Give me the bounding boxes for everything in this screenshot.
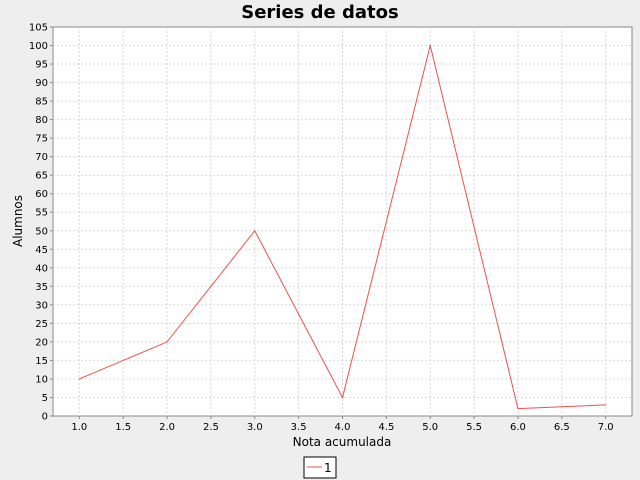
plot-area <box>52 26 633 417</box>
data-point <box>78 378 80 380</box>
data-point <box>517 407 519 410</box>
y-tick-label: 0 <box>42 412 48 423</box>
series-layer <box>78 44 607 410</box>
y-axis-label: Alumnos <box>11 195 25 247</box>
data-point <box>166 341 168 343</box>
legend: 1 <box>303 456 337 479</box>
y-tick-label: 60 <box>35 189 48 200</box>
x-tick-label: 3.5 <box>291 422 307 433</box>
data-point <box>341 396 344 399</box>
y-axis-ticks: 0 5 10 15 20 25 30 35 40 45 50 55 60 65 70 75 80 85 90 95 10… <box>29 23 53 423</box>
y-tick-label: 35 <box>35 282 48 293</box>
y-tick-label: 55 <box>35 208 48 219</box>
x-tick-label: 4.0 <box>335 422 351 433</box>
x-tick-label: 1.0 <box>71 422 87 433</box>
x-tick-label: 3.0 <box>247 422 263 433</box>
y-tick-label: 75 <box>35 134 48 145</box>
x-tick-label: 4.5 <box>378 422 394 433</box>
legend-label-series-1: 1 <box>324 461 332 475</box>
x-tick-label: 6.5 <box>554 422 570 433</box>
y-tick-label: 20 <box>35 337 48 348</box>
x-tick-label: 5.0 <box>422 422 438 433</box>
x-tick-label: 2.5 <box>203 422 219 433</box>
y-tick-label: 95 <box>35 60 48 71</box>
y-tick-label: 5 <box>42 393 48 404</box>
x-tick-label: 6.0 <box>510 422 526 433</box>
x-tick-label: 5.5 <box>466 422 482 433</box>
x-axis-ticks: 1.0 1.5 2.0 2.5 3.0 3.5 4.0 4.5 5.0 5.5 6.0 6.5 7.0 <box>71 416 614 433</box>
data-point <box>605 404 607 406</box>
y-tick-label: 30 <box>35 300 48 311</box>
y-tick-label: 10 <box>35 374 48 385</box>
data-point <box>254 230 256 232</box>
x-tick-label: 7.0 <box>598 422 614 433</box>
y-tick-label: 105 <box>29 23 48 34</box>
grid-lines <box>53 27 632 416</box>
y-tick-label: 65 <box>35 171 48 182</box>
y-tick-label: 85 <box>35 97 48 108</box>
y-tick-label: 100 <box>29 41 48 52</box>
y-tick-label: 70 <box>35 152 48 163</box>
data-point <box>429 44 431 47</box>
x-tick-label: 2.0 <box>159 422 175 433</box>
y-tick-label: 45 <box>35 245 48 256</box>
y-tick-label: 80 <box>35 115 48 126</box>
y-tick-label: 50 <box>35 226 48 237</box>
y-tick-label: 15 <box>35 356 48 367</box>
x-axis-label: Nota acumulada <box>293 435 392 449</box>
y-tick-label: 90 <box>35 78 48 89</box>
y-tick-label: 25 <box>35 319 48 330</box>
chart-title: Series de datos <box>241 2 398 23</box>
y-tick-label: 40 <box>35 263 48 274</box>
x-tick-label: 1.5 <box>115 422 131 433</box>
